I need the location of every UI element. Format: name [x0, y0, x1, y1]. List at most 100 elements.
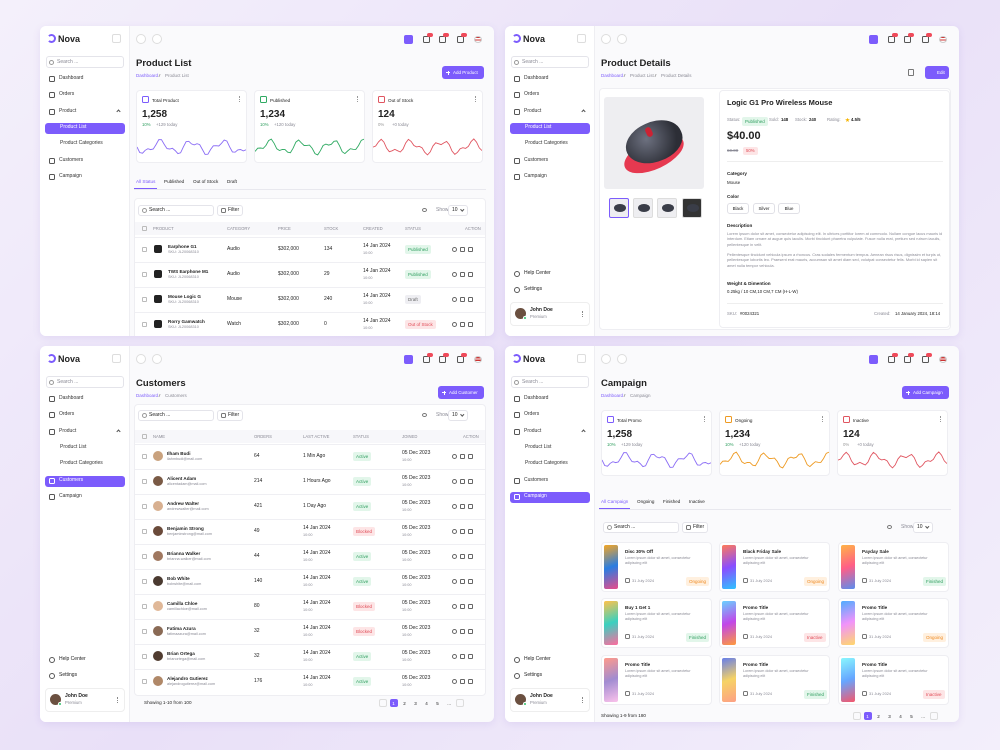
- search-box[interactable]: [511, 376, 589, 388]
- language-flag[interactable]: [474, 356, 482, 363]
- nav-item[interactable]: Settings: [524, 286, 543, 292]
- back-button[interactable]: [136, 354, 146, 364]
- search-input[interactable]: [138, 205, 214, 216]
- nav-item[interactable]: Customers: [59, 157, 84, 163]
- primary-button[interactable]: [902, 386, 949, 399]
- nav-item[interactable]: Orders: [59, 91, 75, 97]
- filter-button[interactable]: [682, 522, 708, 533]
- nav-item[interactable]: Customers: [59, 477, 84, 483]
- nav-item[interactable]: Settings: [59, 672, 78, 678]
- campaign-card[interactable]: [601, 542, 712, 592]
- language-flag[interactable]: [474, 36, 482, 43]
- collapse-button[interactable]: [577, 354, 586, 363]
- breadcrumb-item[interactable]: Dashboard: [136, 393, 159, 398]
- page-size-select[interactable]: [448, 410, 468, 421]
- primary-button[interactable]: [442, 66, 484, 79]
- nav-item[interactable]: Product List: [525, 124, 552, 130]
- forward-button[interactable]: [617, 354, 627, 364]
- forward-button[interactable]: [617, 34, 627, 44]
- nav-item[interactable]: Orders: [59, 411, 75, 417]
- prev-button[interactable]: [379, 699, 387, 707]
- nav-item[interactable]: Product Categories: [60, 140, 103, 146]
- nav-item[interactable]: Orders: [524, 411, 540, 417]
- prev-button[interactable]: [853, 712, 861, 720]
- page-size-select[interactable]: [913, 522, 933, 533]
- campaign-card[interactable]: [838, 655, 949, 705]
- tab[interactable]: Published: [164, 179, 185, 184]
- search-box[interactable]: [46, 376, 124, 388]
- nav-item[interactable]: Product: [59, 428, 77, 434]
- nav-item[interactable]: Product: [59, 108, 77, 114]
- color-chip[interactable]: [753, 203, 775, 214]
- forward-button[interactable]: [152, 354, 162, 364]
- delete-button[interactable]: [908, 69, 914, 76]
- campaign-card[interactable]: [601, 655, 712, 705]
- breadcrumb-item[interactable]: Dashboard: [601, 73, 624, 78]
- back-button[interactable]: [136, 34, 146, 44]
- back-button[interactable]: [601, 34, 611, 44]
- color-chip[interactable]: [727, 203, 749, 214]
- nav-item[interactable]: Product Categories: [525, 140, 568, 146]
- search-input[interactable]: [138, 410, 214, 421]
- filter-button[interactable]: [217, 410, 243, 421]
- tab[interactable]: Draft: [227, 179, 237, 184]
- search-box[interactable]: [511, 56, 589, 68]
- tab[interactable]: All Status: [136, 179, 156, 184]
- nav-item[interactable]: Help Center: [524, 270, 551, 276]
- nav-item[interactable]: Help Center: [524, 656, 551, 662]
- language-flag[interactable]: [939, 356, 947, 363]
- nav-item[interactable]: Product: [524, 428, 542, 434]
- icon: [514, 59, 519, 65]
- cell: 44: [254, 552, 260, 559]
- nav-item[interactable]: Dashboard: [59, 75, 84, 81]
- collapse-button[interactable]: [112, 354, 121, 363]
- forward-button[interactable]: [152, 34, 162, 44]
- nav-item[interactable]: Orders: [524, 91, 540, 97]
- next-button[interactable]: [456, 699, 464, 707]
- nav-item[interactable]: Campaign: [524, 493, 547, 499]
- page-button[interactable]: [864, 712, 872, 720]
- nav-item[interactable]: Help Center: [59, 656, 86, 662]
- quick-add-button[interactable]: [404, 35, 413, 44]
- tab[interactable]: Inactive: [689, 499, 705, 504]
- next-button[interactable]: [930, 712, 938, 720]
- page-size-select[interactable]: [448, 205, 468, 216]
- tab[interactable]: Out of Stock: [193, 179, 219, 184]
- nav-item[interactable]: Customers: [524, 157, 549, 163]
- color-chip[interactable]: [778, 203, 800, 214]
- nav-item[interactable]: Campaign: [524, 173, 547, 179]
- nav-item[interactable]: Product List: [60, 444, 87, 450]
- nav-item[interactable]: Campaign: [59, 173, 82, 179]
- language-flag[interactable]: [939, 36, 947, 43]
- edit-button[interactable]: [925, 66, 949, 79]
- nav-item[interactable]: Product List: [525, 444, 552, 450]
- nav-item[interactable]: Product Categories: [525, 460, 568, 466]
- nav-item[interactable]: Dashboard: [524, 395, 549, 401]
- tab[interactable]: Ongoing: [637, 499, 655, 504]
- nav-item[interactable]: Campaign: [59, 493, 82, 499]
- quick-add-button[interactable]: [404, 355, 413, 364]
- nav-item[interactable]: Product: [524, 108, 542, 114]
- nav-item[interactable]: Customers: [524, 477, 549, 483]
- icon: [468, 603, 473, 609]
- tab[interactable]: All Campaign: [601, 499, 629, 504]
- page-button[interactable]: [390, 699, 398, 707]
- breadcrumb-item[interactable]: Dashboard: [601, 393, 624, 398]
- breadcrumb-item[interactable]: Dashboard: [136, 73, 159, 78]
- search-input[interactable]: [603, 522, 679, 533]
- quick-add-button[interactable]: [869, 35, 878, 44]
- primary-button[interactable]: [438, 386, 484, 399]
- collapse-button[interactable]: [112, 34, 121, 43]
- nav-item[interactable]: Dashboard: [524, 75, 549, 81]
- nav-item[interactable]: Product Categories: [60, 460, 103, 466]
- nav-item[interactable]: Dashboard: [59, 395, 84, 401]
- back-button[interactable]: [601, 354, 611, 364]
- nav-item[interactable]: Settings: [524, 672, 543, 678]
- collapse-button[interactable]: [577, 34, 586, 43]
- search-box[interactable]: [46, 56, 124, 68]
- tab[interactable]: Finished: [663, 499, 681, 504]
- filter-button[interactable]: [217, 205, 243, 216]
- nav-item[interactable]: Product List: [60, 124, 87, 130]
- quick-add-button[interactable]: [869, 355, 878, 364]
- discount-badge: 50%: [743, 146, 758, 156]
